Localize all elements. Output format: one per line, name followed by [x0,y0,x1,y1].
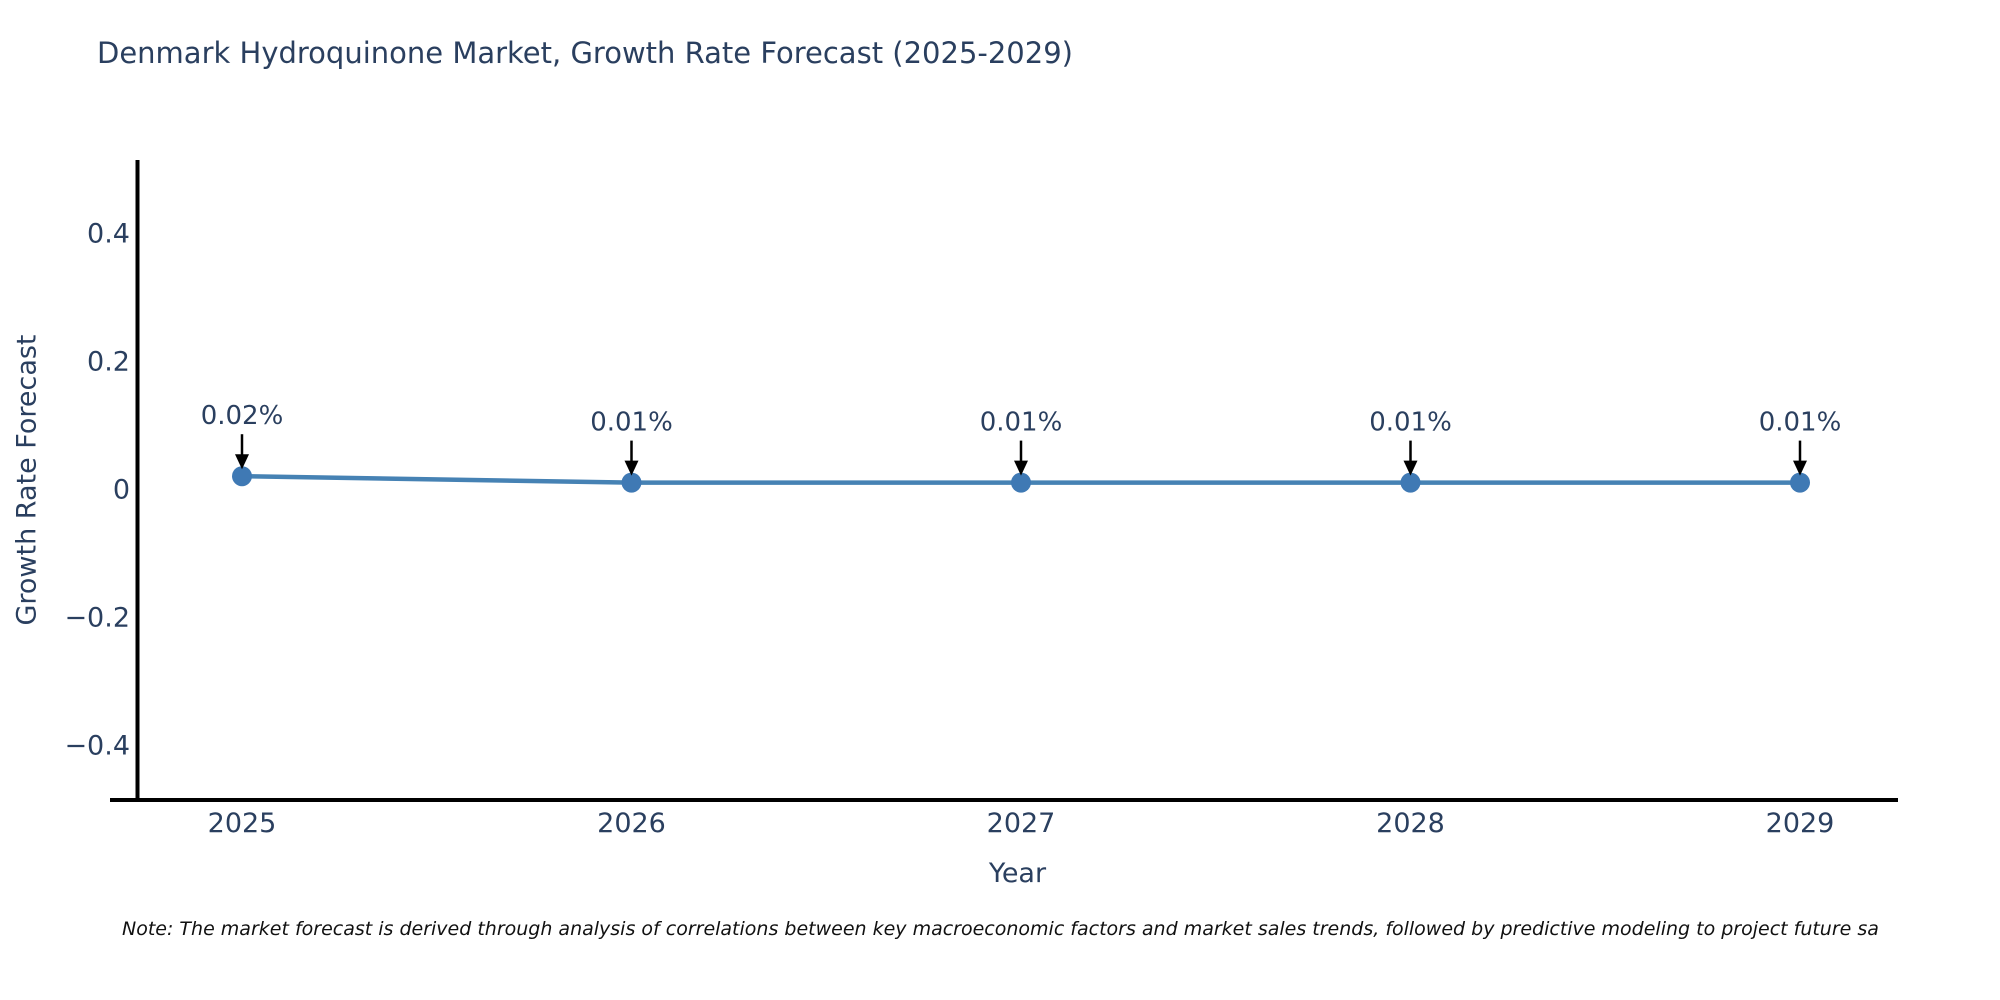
x-axis-title: Year [988,858,1047,889]
data-point [1011,472,1031,493]
x-tick-label: 2025 [208,808,277,839]
point-annotation-label: 0.01% [590,408,673,438]
annotation-arrow-head [235,454,249,470]
data-point [232,466,252,487]
data-point [1400,472,1421,493]
point-annotation-label: 0.01% [1369,408,1452,438]
y-tick-label: 0 [113,474,130,505]
data-point [1790,472,1810,493]
annotation-arrow-head [1403,460,1418,476]
x-tick-label: 2028 [1376,808,1445,839]
y-tick-label: 0.4 [87,218,130,249]
x-tick-label: 2029 [1766,808,1835,839]
y-axis-title: Growth Rate Forecast [11,334,43,626]
y-tick-label: −0.4 [64,730,130,761]
chart-title: Denmark Hydroquinone Market, Growth Rate… [97,36,1073,70]
footnote: Note: The market forecast is derived thr… [122,918,1879,940]
x-tick-label: 2027 [987,808,1056,839]
point-annotation-label: 0.01% [1759,408,1842,438]
point-annotation-label: 0.01% [980,408,1063,438]
x-tick-label: 2026 [597,808,666,839]
y-tick-label: 0.2 [87,346,130,377]
annotation-arrow-head [1014,460,1028,476]
annotation-arrow-head [624,460,639,476]
point-annotation-label: 0.02% [201,401,284,431]
data-point [621,472,642,493]
annotation-arrow-head [1793,460,1807,476]
y-tick-label: −0.2 [64,602,130,633]
